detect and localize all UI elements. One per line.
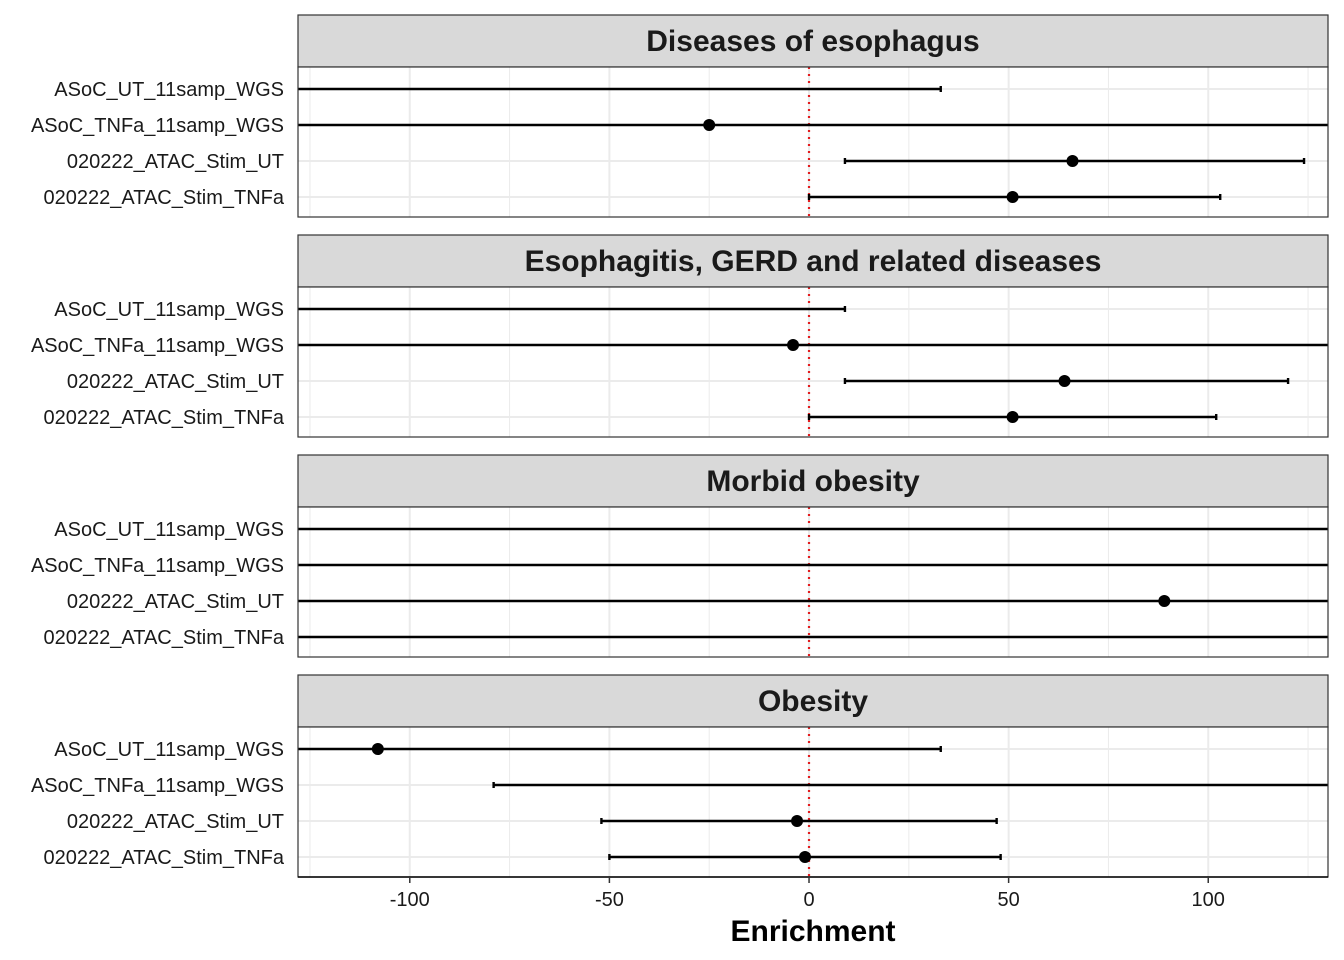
panel-2: Esophagitis, GERD and related diseases AS… bbox=[31, 234, 1329, 438]
row-label: 020222_ATAC_Stim_TNFa bbox=[44, 407, 285, 429]
row-label: ASoC_UT_11samp_WGS bbox=[54, 739, 284, 761]
x-tick-label: -50 bbox=[595, 889, 624, 911]
x-axis: -100 -50 0 50 100 Enrichment bbox=[298, 876, 1328, 948]
panel-plot-area bbox=[298, 287, 1328, 437]
panel-strip bbox=[297, 14, 1329, 68]
row-label: ASoC_TNFa_11samp_WGS bbox=[31, 335, 284, 357]
panel-strip bbox=[297, 454, 1329, 508]
row-label: 020222_ATAC_Stim_UT bbox=[67, 591, 284, 613]
x-tick-label: 50 bbox=[997, 889, 1019, 911]
panel-1: Diseases of esophagus ASoC_UT_11samp_WGS A… bbox=[31, 14, 1329, 218]
estimate-point bbox=[371, 743, 384, 755]
estimate-point bbox=[1066, 155, 1079, 167]
estimate-point bbox=[799, 851, 812, 863]
panel-border bbox=[297, 506, 1329, 658]
panel-title: Diseases of esophagus bbox=[646, 25, 979, 58]
row-label: ASoC_TNFa_11samp_WGS bbox=[31, 555, 284, 577]
row-label: 020222_ATAC_Stim_TNFa bbox=[44, 847, 285, 869]
panel-3: Morbid obesity ASoC_UT_11samp_WGS ASoC_TNF… bbox=[31, 454, 1329, 658]
x-tick-label: 100 bbox=[1192, 889, 1225, 911]
panel-title: Morbid obesity bbox=[706, 465, 920, 498]
row-label: ASoC_UT_11samp_WGS bbox=[54, 519, 284, 541]
estimate-point bbox=[791, 815, 804, 827]
row-label: ASoC_UT_11samp_WGS bbox=[54, 299, 284, 321]
row-label: ASoC_TNFa_11samp_WGS bbox=[31, 775, 284, 797]
panel-plot-area bbox=[298, 67, 1328, 217]
row-label: 020222_ATAC_Stim_TNFa bbox=[44, 627, 285, 649]
panel-border bbox=[297, 286, 1329, 438]
estimate-point bbox=[1006, 411, 1019, 423]
estimate-point bbox=[1006, 191, 1019, 203]
panel-plot-area bbox=[298, 507, 1328, 657]
panel-strip bbox=[297, 674, 1329, 728]
panel-strip bbox=[297, 234, 1329, 288]
estimate-point bbox=[1158, 595, 1171, 607]
row-label: ASoC_UT_11samp_WGS bbox=[54, 79, 284, 101]
row-label: 020222_ATAC_Stim_UT bbox=[67, 151, 284, 173]
estimate-point bbox=[787, 339, 800, 351]
panel-title: Esophagitis, GERD and related diseases bbox=[525, 245, 1102, 278]
panel-title: Obesity bbox=[758, 685, 868, 718]
panel-border bbox=[297, 66, 1329, 218]
panel-plot-area bbox=[298, 727, 1328, 877]
estimate-point bbox=[1058, 375, 1071, 387]
estimate-point bbox=[703, 119, 716, 131]
row-label: ASoC_TNFa_11samp_WGS bbox=[31, 115, 284, 137]
row-label: 020222_ATAC_Stim_UT bbox=[67, 811, 284, 833]
panel-4: Obesity ASoC_UT_11samp_WGS ASoC_TNFa_11sam… bbox=[31, 674, 1329, 878]
x-tick-label: 0 bbox=[803, 889, 814, 911]
row-label: 020222_ATAC_Stim_UT bbox=[67, 371, 284, 393]
x-tick-label: -100 bbox=[390, 889, 430, 911]
x-axis-title: Enrichment bbox=[730, 915, 895, 948]
row-label: 020222_ATAC_Stim_TNFa bbox=[44, 187, 285, 209]
